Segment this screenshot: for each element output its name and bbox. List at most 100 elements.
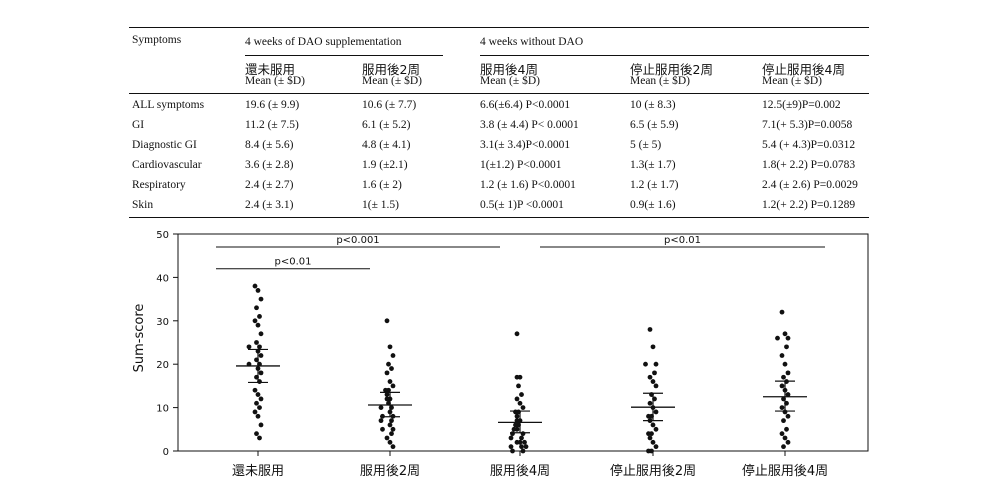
data-point bbox=[647, 327, 653, 332]
data-point bbox=[781, 418, 786, 424]
x-tick-label: 停止服用後4周 bbox=[742, 463, 828, 479]
data-point bbox=[782, 331, 788, 337]
data-point bbox=[513, 409, 518, 415]
data-point bbox=[514, 396, 520, 402]
table-cell: 0.9(± 1.6) bbox=[630, 199, 676, 211]
data-point bbox=[784, 426, 789, 432]
data-point bbox=[779, 309, 785, 315]
data-point bbox=[508, 444, 514, 450]
data-point bbox=[779, 405, 785, 410]
data-point bbox=[389, 418, 394, 424]
data-point bbox=[779, 383, 785, 389]
data-point bbox=[779, 353, 785, 358]
data-point bbox=[390, 444, 396, 450]
group-rule-without-dao bbox=[480, 55, 869, 56]
data-point bbox=[255, 392, 261, 397]
table-cell: 6.5 (± 5.9) bbox=[630, 119, 679, 131]
table-cell: 6.6(±6.4) P<0.0001 bbox=[480, 99, 571, 111]
data-point bbox=[785, 392, 791, 397]
table-cell: 4.8 (± 4.1) bbox=[362, 139, 411, 151]
symptoms-header: Symptoms bbox=[132, 34, 182, 46]
table-cell: 1.2 (± 1.6) P<0.0001 bbox=[480, 179, 576, 191]
data-point bbox=[520, 405, 526, 410]
data-point bbox=[384, 435, 390, 441]
y-tick-label: 0 bbox=[163, 447, 169, 458]
data-point bbox=[258, 296, 264, 302]
data-point bbox=[384, 396, 390, 402]
table-cell: 1.2(+ 2.2) P=0.1289 bbox=[762, 199, 856, 211]
data-point bbox=[246, 344, 252, 350]
row-label: Skin bbox=[132, 199, 154, 211]
y-tick-label: 30 bbox=[156, 317, 169, 328]
col-header: 停止服用後2周 bbox=[630, 62, 713, 77]
row-label: Diagnostic GI bbox=[132, 139, 197, 151]
data-point bbox=[520, 431, 526, 437]
data-point bbox=[779, 431, 785, 437]
table-cell: 1(± 1.5) bbox=[362, 199, 399, 211]
table-cell: 1.6 (± 2) bbox=[362, 179, 402, 191]
data-point bbox=[252, 283, 258, 289]
data-point bbox=[380, 426, 385, 432]
row-label: ALL symptoms bbox=[132, 99, 205, 111]
data-point bbox=[650, 422, 656, 428]
data-point bbox=[782, 435, 788, 441]
data-point bbox=[519, 444, 524, 450]
data-point bbox=[257, 314, 262, 319]
data-point bbox=[257, 435, 262, 441]
data-point bbox=[386, 361, 391, 367]
row-label: GI bbox=[132, 119, 145, 131]
table-top-rule bbox=[129, 27, 869, 28]
table-cell: 1.2 (± 1.7) bbox=[630, 179, 679, 191]
group-header-without-dao: 4 weeks without DAO bbox=[480, 36, 584, 48]
data-point bbox=[516, 383, 521, 389]
data-point bbox=[647, 400, 653, 406]
data-point bbox=[387, 379, 393, 384]
y-axis-label: Sum-score bbox=[132, 304, 147, 373]
significance-label: p<0.001 bbox=[336, 235, 379, 246]
table-cell: 6.1 (± 5.2) bbox=[362, 119, 411, 131]
data-point bbox=[653, 361, 659, 367]
x-tick-label: 服用後4周 bbox=[490, 464, 550, 479]
data-point bbox=[523, 444, 529, 450]
data-point bbox=[258, 370, 264, 376]
data-point bbox=[781, 374, 786, 380]
data-point bbox=[784, 344, 789, 350]
x-tick-label: 服用後2周 bbox=[360, 464, 420, 479]
col-header: 停止服用後4周 bbox=[762, 62, 845, 77]
data-point bbox=[384, 370, 390, 376]
table-cell: 7.1(+ 5.3)P=0.0058 bbox=[762, 119, 853, 131]
data-point bbox=[653, 444, 659, 450]
data-point bbox=[258, 422, 264, 428]
table-cell: 10 (± 8.3) bbox=[630, 99, 676, 111]
header-bottom-rule bbox=[129, 93, 869, 94]
col-header: 服用後2周 bbox=[362, 62, 420, 77]
table-cell: 5.4 (+ 4.3)P=0.0312 bbox=[762, 139, 856, 151]
data-point bbox=[514, 374, 520, 380]
table-cell: 3.6 (± 2.8) bbox=[245, 159, 294, 171]
row-label: Cardiovascular bbox=[132, 159, 202, 171]
data-point bbox=[257, 344, 262, 350]
data-point bbox=[258, 331, 264, 337]
table-cell: 1(±1.2) P<0.0001 bbox=[480, 159, 562, 171]
data-point bbox=[514, 413, 520, 419]
data-point bbox=[653, 426, 659, 432]
data-point bbox=[389, 431, 394, 437]
data-point bbox=[378, 405, 384, 410]
data-point bbox=[650, 344, 656, 350]
data-point bbox=[781, 444, 786, 450]
data-point bbox=[258, 396, 264, 402]
group-header-dao: 4 weeks of DAO supplementation bbox=[245, 36, 402, 48]
data-point bbox=[258, 353, 264, 358]
table-cell: 10.6 (± 7.7) bbox=[362, 99, 417, 111]
data-point bbox=[255, 413, 261, 419]
col-subheader: Mean (± $D) bbox=[480, 75, 540, 87]
data-point bbox=[652, 370, 657, 376]
x-tick-label: 還未服用 bbox=[232, 464, 284, 479]
data-point bbox=[387, 439, 393, 445]
table-cell: 3.1(± 3.4)P<0.0001 bbox=[480, 139, 571, 151]
data-point bbox=[517, 400, 523, 406]
y-tick-label: 20 bbox=[156, 360, 169, 371]
col-subheader: Mean (± $D) bbox=[245, 75, 305, 87]
data-point bbox=[782, 361, 788, 367]
data-point bbox=[252, 318, 258, 324]
